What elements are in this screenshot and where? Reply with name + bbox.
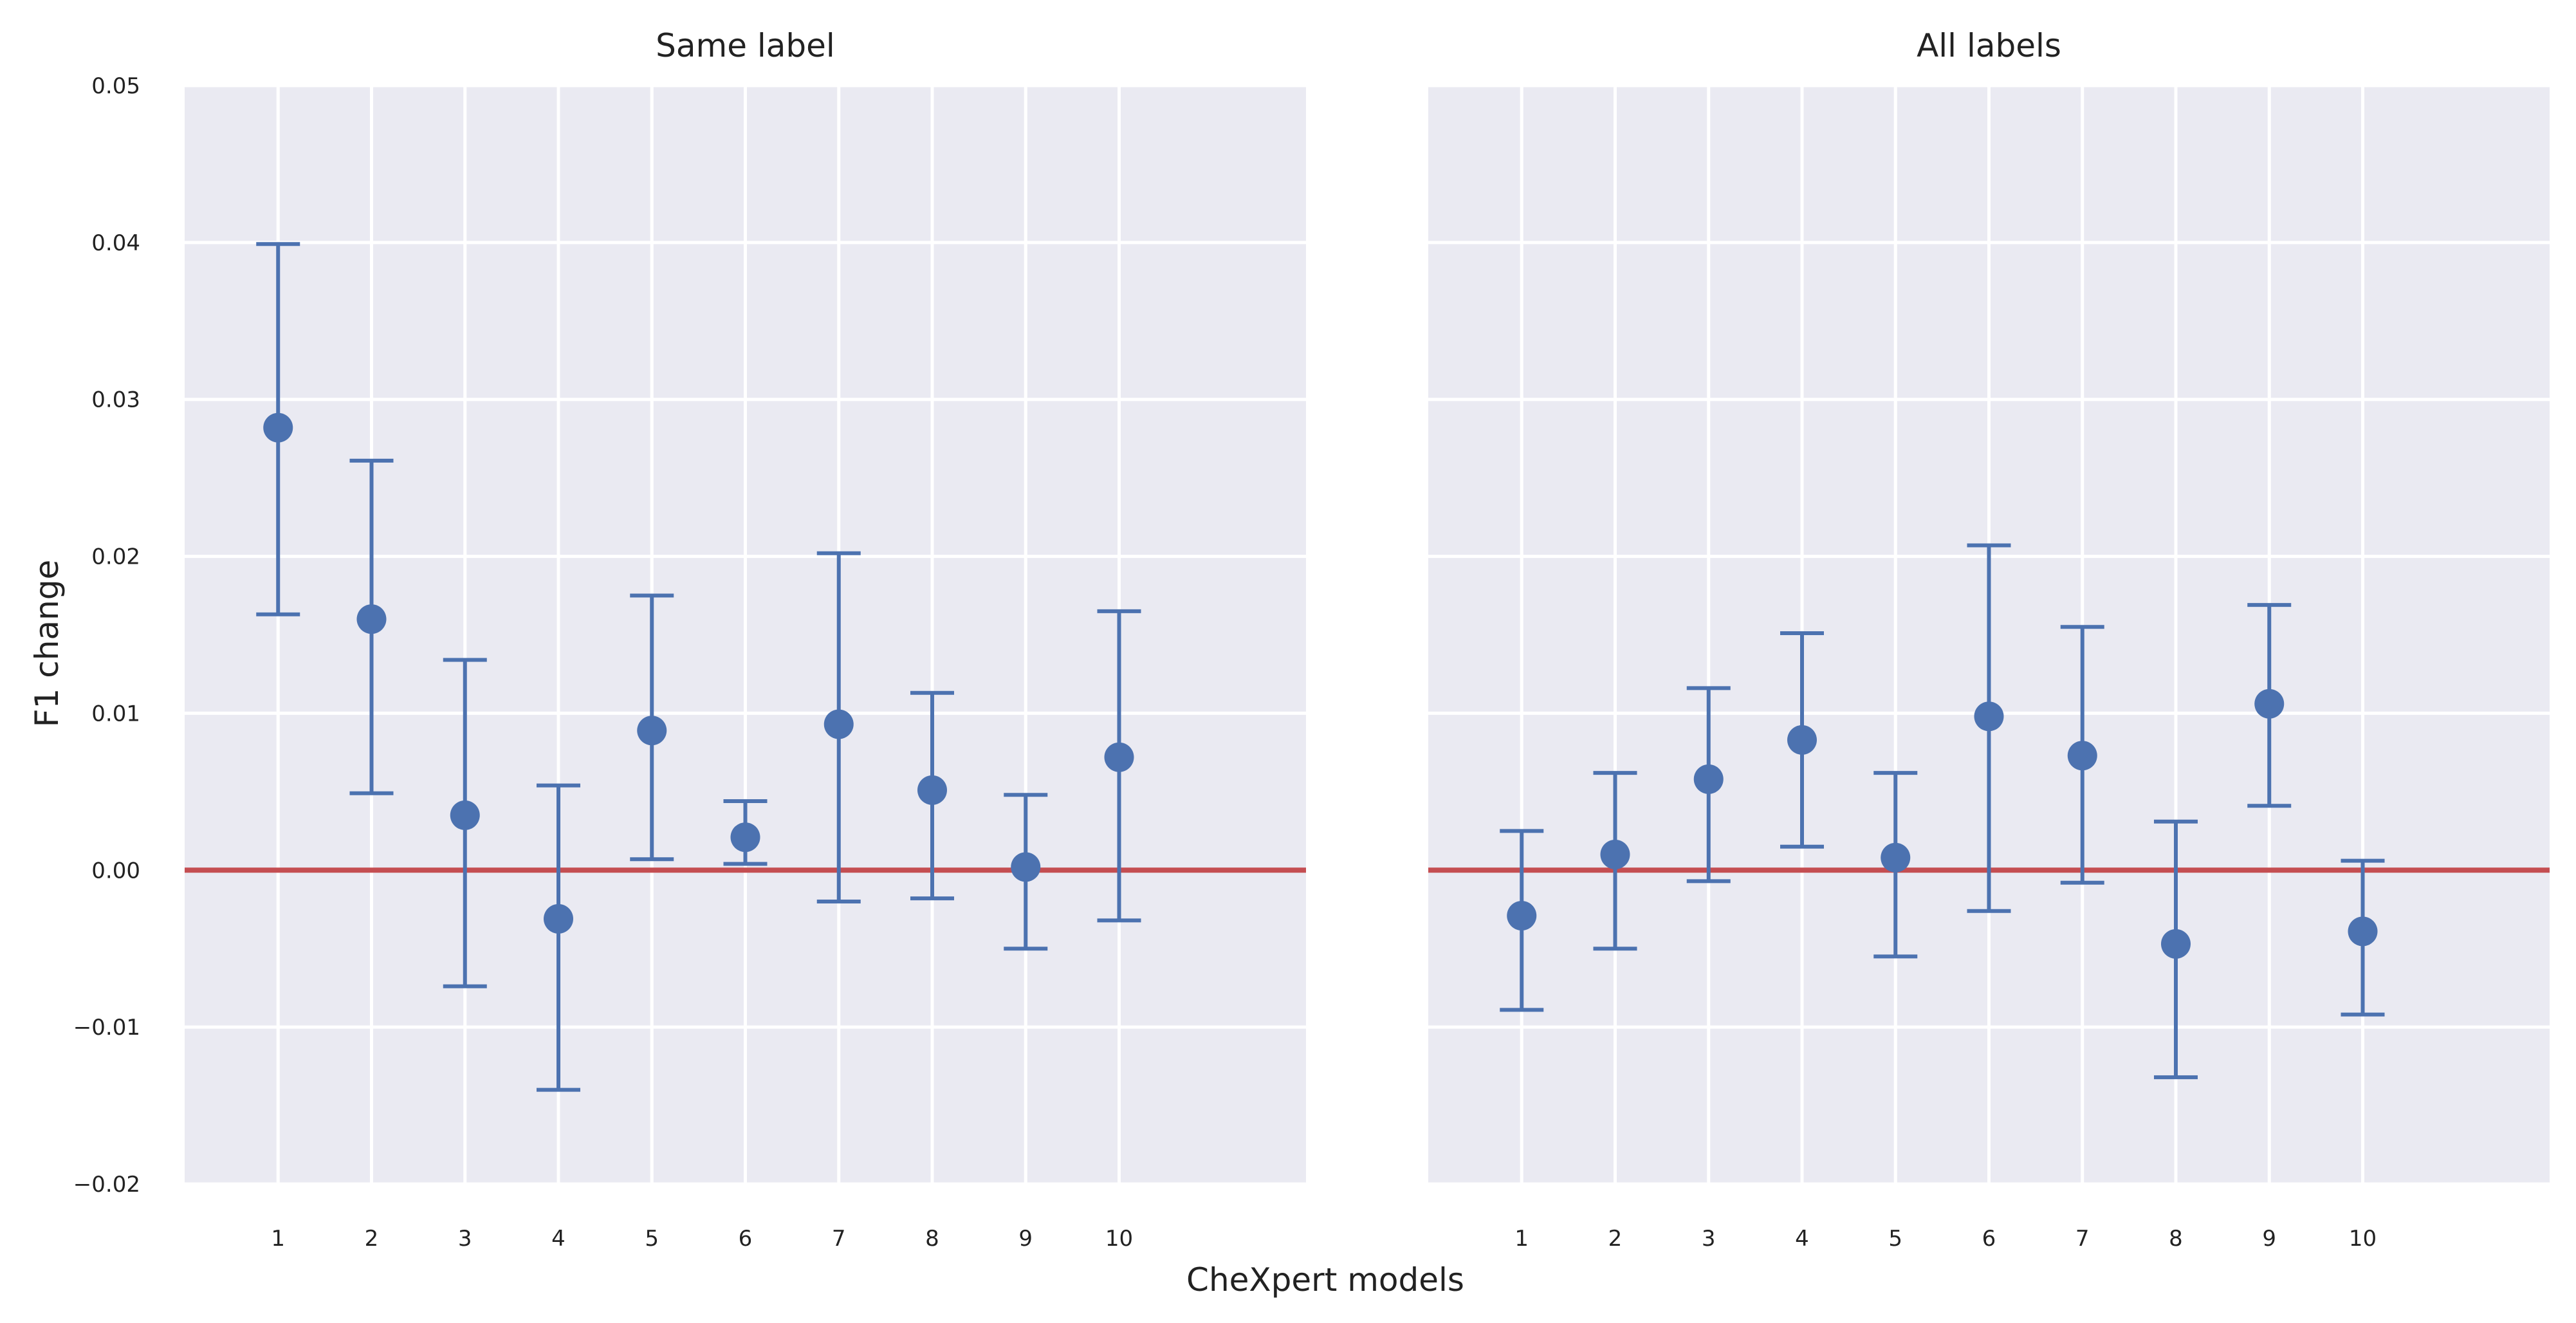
x-tick-label: 3 <box>1702 1226 1716 1252</box>
x-tick-label: 8 <box>925 1226 939 1252</box>
data-point <box>263 412 293 443</box>
panel-same-label: 1 2 3 4 5 6 7 8 9 10 Same label <box>185 27 1306 1252</box>
y-tick-label: 0.03 <box>91 387 140 413</box>
x-tick-label: 5 <box>1888 1226 1902 1252</box>
x-tick-label: 9 <box>2262 1226 2276 1252</box>
y-tick-label: −0.01 <box>73 1015 140 1041</box>
data-point <box>1974 701 2004 732</box>
x-tick-label: 2 <box>365 1226 379 1252</box>
data-point <box>1507 901 1537 931</box>
x-tick-label: 1 <box>1514 1226 1529 1252</box>
data-point <box>1787 725 1817 755</box>
y-tick-label: 0.00 <box>91 858 140 884</box>
data-point <box>637 716 667 746</box>
data-point <box>356 604 387 634</box>
data-point <box>1881 842 1911 873</box>
x-tick-label: 7 <box>832 1226 846 1252</box>
x-tick-label: 1 <box>271 1226 285 1252</box>
x-tick-label: 5 <box>645 1226 659 1252</box>
panel-title: All labels <box>1917 27 2061 64</box>
data-point <box>730 822 760 853</box>
x-tick-label: 10 <box>1105 1226 1133 1252</box>
x-tick-label: 4 <box>551 1226 566 1252</box>
data-point <box>1011 852 1041 882</box>
y-tick-label: −0.02 <box>73 1172 140 1198</box>
x-tick-label: 2 <box>1608 1226 1623 1252</box>
panel-title: Same label <box>656 27 835 64</box>
x-tick-label: 6 <box>1982 1226 1996 1252</box>
x-tick-label: 4 <box>1795 1226 1809 1252</box>
data-point <box>450 800 480 830</box>
data-point <box>2161 929 2191 959</box>
data-point <box>2067 741 2097 771</box>
data-point <box>1600 839 1630 869</box>
data-point <box>823 709 854 739</box>
panel-all-labels: 1 2 3 4 5 6 7 8 9 10 All labels <box>1428 27 2550 1252</box>
y-tick-label: 0.04 <box>91 230 140 256</box>
data-point <box>1693 764 1724 794</box>
x-tick-label: 3 <box>458 1226 472 1252</box>
y-axis: −0.02 −0.01 0.00 0.01 0.02 0.03 0.04 0.05 <box>73 73 140 1198</box>
x-tick-label: 8 <box>2169 1226 2183 1252</box>
data-point <box>1104 742 1134 772</box>
y-axis-label: F1 change <box>28 560 66 727</box>
x-tick-label: 10 <box>2349 1226 2377 1252</box>
y-tick-label: 0.05 <box>91 73 140 99</box>
data-point <box>2348 916 2378 947</box>
y-tick-label: 0.01 <box>91 701 140 726</box>
data-point <box>544 903 573 934</box>
x-tick-label: 6 <box>739 1226 753 1252</box>
y-tick-label: 0.02 <box>91 544 140 570</box>
x-tick-label: 9 <box>1018 1226 1033 1252</box>
x-axis-label: CheXpert models <box>1186 1261 1464 1299</box>
data-point <box>917 775 947 805</box>
x-tick-label: 7 <box>2075 1226 2090 1252</box>
data-point <box>2254 689 2285 719</box>
